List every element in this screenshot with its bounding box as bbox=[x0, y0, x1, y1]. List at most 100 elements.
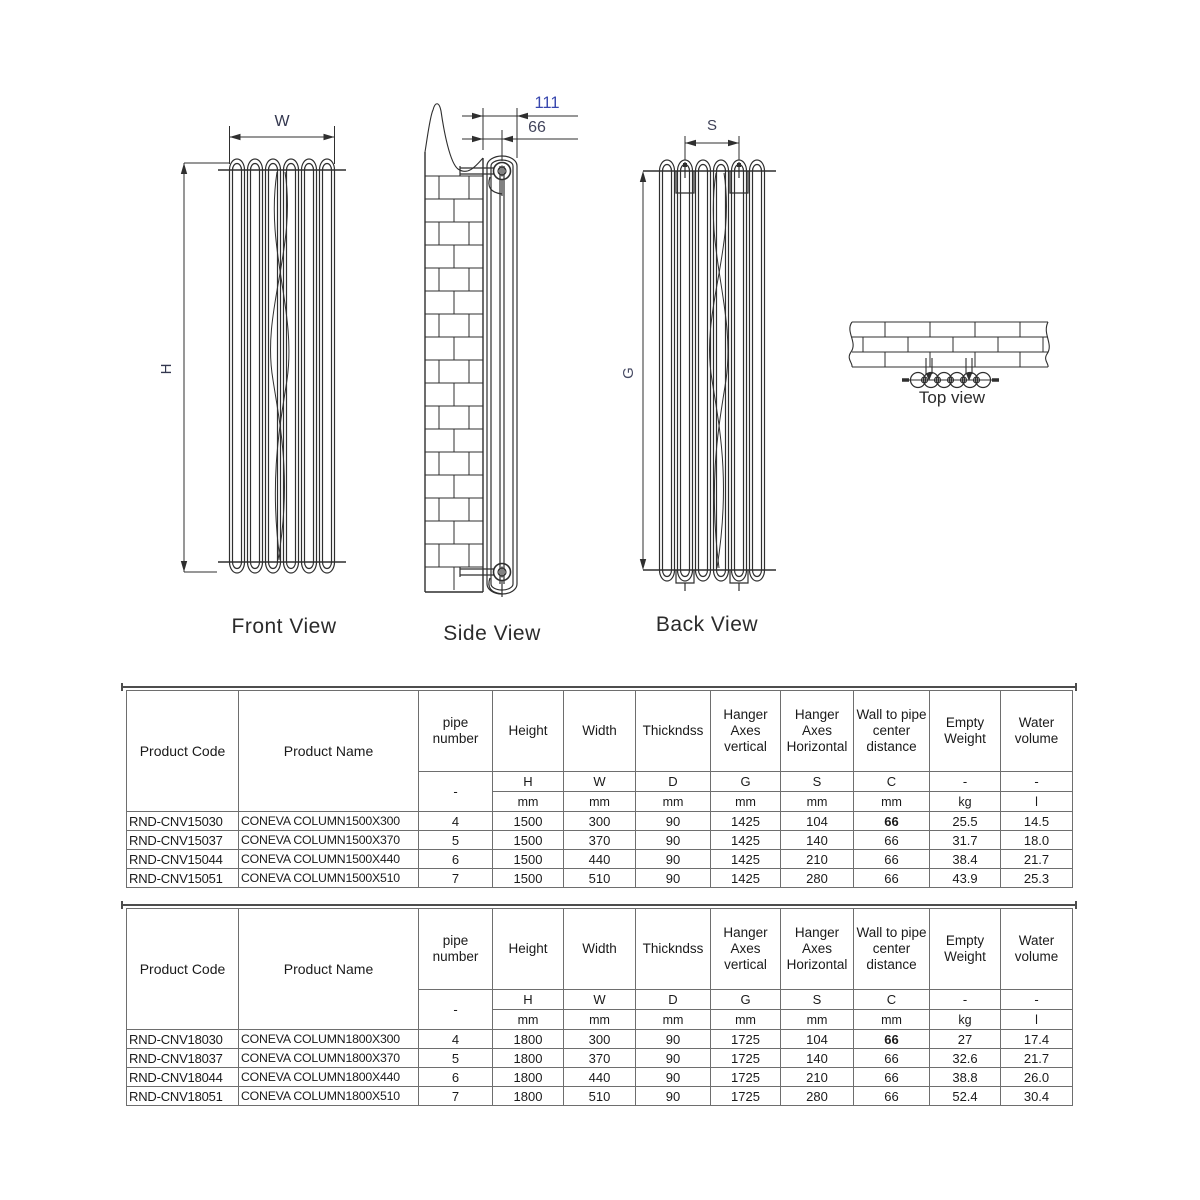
back-view-title: Back View bbox=[655, 613, 759, 636]
unit-cell: kg bbox=[929, 1009, 1001, 1030]
data-cell: 17.4 bbox=[1000, 1029, 1073, 1049]
data-cell: 25.5 bbox=[929, 811, 1001, 831]
symbol-cell: G bbox=[710, 771, 781, 792]
column-header: Width bbox=[563, 908, 636, 990]
table-row: RND-CNV15037 CONEVA COLUMN1500X370 5 1500 37… bbox=[126, 830, 1073, 850]
product-code-cell: RND-CNV15051 bbox=[126, 868, 239, 888]
data-cell: 32.6 bbox=[929, 1048, 1001, 1068]
data-cell: 280 bbox=[780, 1086, 854, 1106]
column-header: Wall to pipe center distance bbox=[853, 690, 930, 772]
data-cell: 1800 bbox=[492, 1048, 564, 1068]
data-cell: 14.5 bbox=[1000, 811, 1073, 831]
symbol-cell: D bbox=[635, 989, 711, 1010]
data-cell: 90 bbox=[635, 849, 711, 869]
unit-cell: mm bbox=[635, 1009, 711, 1030]
symbol-cell: - bbox=[1000, 989, 1073, 1010]
side-dim-111-label: 111 bbox=[534, 94, 559, 112]
data-cell: 66 bbox=[853, 849, 930, 869]
column-header: Height bbox=[492, 690, 564, 772]
data-cell: 510 bbox=[563, 1086, 636, 1106]
data-cell: 510 bbox=[563, 868, 636, 888]
back-hanger-spacing-label: S bbox=[707, 117, 717, 134]
unit-cell: mm bbox=[710, 1009, 781, 1030]
data-cell: 1425 bbox=[710, 830, 781, 850]
column-header: Empty Weight bbox=[929, 908, 1001, 990]
column-header: Water volume bbox=[1000, 908, 1073, 990]
data-cell: 1500 bbox=[492, 830, 564, 850]
symbol-cell: C bbox=[853, 989, 930, 1010]
product-name-cell: CONEVA COLUMN1800X300 bbox=[238, 1029, 419, 1049]
unit-cell: mm bbox=[780, 1009, 854, 1030]
symbol-cell: W bbox=[563, 771, 636, 792]
symbol-cell: D bbox=[635, 771, 711, 792]
data-cell: 370 bbox=[563, 1048, 636, 1068]
symbol-cell: C bbox=[853, 771, 930, 792]
column-header: pipe number bbox=[418, 908, 493, 990]
product-name-cell: CONEVA COLUMN1800X510 bbox=[238, 1086, 419, 1106]
data-cell: 25.3 bbox=[1000, 868, 1073, 888]
product-code-cell: RND-CNV15030 bbox=[126, 811, 239, 831]
data-cell: 90 bbox=[635, 1029, 711, 1049]
front-view-drawing bbox=[180, 126, 346, 574]
data-cell: 66 bbox=[853, 830, 930, 850]
table-row: RND-CNV15044 CONEVA COLUMN1500X440 6 1500 44… bbox=[126, 849, 1073, 869]
symbol-cell: H bbox=[492, 771, 564, 792]
data-cell: 21.7 bbox=[1000, 849, 1073, 869]
data-cell: 31.7 bbox=[929, 830, 1001, 850]
front-width-dim-label: W bbox=[274, 113, 290, 130]
column-header: Height bbox=[492, 908, 564, 990]
product-code-cell: RND-CNV15037 bbox=[126, 830, 239, 850]
product-name-cell: CONEVA COLUMN1500X370 bbox=[238, 830, 419, 850]
unit-cell: l bbox=[1000, 791, 1073, 812]
front-height-dim-label: H bbox=[158, 364, 175, 375]
data-cell: 300 bbox=[563, 811, 636, 831]
product-code-cell: RND-CNV18037 bbox=[126, 1048, 239, 1068]
data-cell: 30.4 bbox=[1000, 1086, 1073, 1106]
data-cell: 210 bbox=[780, 1067, 854, 1087]
data-cell: 6 bbox=[418, 849, 493, 869]
data-cell: 1800 bbox=[492, 1029, 564, 1049]
data-cell: 440 bbox=[563, 849, 636, 869]
unit-cell: mm bbox=[563, 791, 636, 812]
symbol-cell: - bbox=[1000, 771, 1073, 792]
column-header: Water volume bbox=[1000, 690, 1073, 772]
column-header: Hanger Axes vertical bbox=[710, 690, 781, 772]
data-cell: 43.9 bbox=[929, 868, 1001, 888]
data-cell: 90 bbox=[635, 1067, 711, 1087]
data-cell: 66 bbox=[853, 811, 930, 831]
table-row: RND-CNV18030 CONEVA COLUMN1800X300 4 1800 30… bbox=[126, 1029, 1073, 1049]
unit-cell: mm bbox=[492, 791, 564, 812]
column-header: Product Code bbox=[126, 908, 239, 1030]
column-header: Wall to pipe center distance bbox=[853, 908, 930, 990]
data-cell: 1500 bbox=[492, 868, 564, 888]
technical-drawings: W H 111 66 S G Top view bbox=[158, 94, 1050, 597]
data-cell: 90 bbox=[635, 868, 711, 888]
data-cell: 140 bbox=[780, 830, 854, 850]
data-cell: 104 bbox=[780, 811, 854, 831]
symbol-cell: S bbox=[780, 989, 854, 1010]
product-code-cell: RND-CNV18051 bbox=[126, 1086, 239, 1106]
product-name-cell: CONEVA COLUMN1500X440 bbox=[238, 849, 419, 869]
table-top-rule bbox=[121, 901, 1077, 909]
column-header: Product Name bbox=[238, 908, 419, 1030]
column-header: pipe number bbox=[418, 690, 493, 772]
product-code-cell: RND-CNV18044 bbox=[126, 1067, 239, 1087]
unit-cell: mm bbox=[853, 1009, 930, 1030]
data-cell: 104 bbox=[780, 1029, 854, 1049]
symbol-cell: G bbox=[710, 989, 781, 1010]
data-cell: 38.4 bbox=[929, 849, 1001, 869]
symbol-cell: H bbox=[492, 989, 564, 1010]
side-dim-66-label: 66 bbox=[528, 119, 546, 136]
product-name-cell: CONEVA COLUMN1500X300 bbox=[238, 811, 419, 831]
data-cell: 27 bbox=[929, 1029, 1001, 1049]
symbol-cell: - bbox=[929, 771, 1001, 792]
data-cell: 52.4 bbox=[929, 1086, 1001, 1106]
unit-cell: mm bbox=[492, 1009, 564, 1030]
top-view-label: Top view bbox=[919, 388, 986, 407]
data-cell: 1425 bbox=[710, 849, 781, 869]
symbol-cell: W bbox=[563, 989, 636, 1010]
data-cell: 1725 bbox=[710, 1048, 781, 1068]
unit-cell: mm bbox=[853, 791, 930, 812]
column-header: Product Code bbox=[126, 690, 239, 812]
product-name-cell: CONEVA COLUMN1500X510 bbox=[238, 868, 419, 888]
